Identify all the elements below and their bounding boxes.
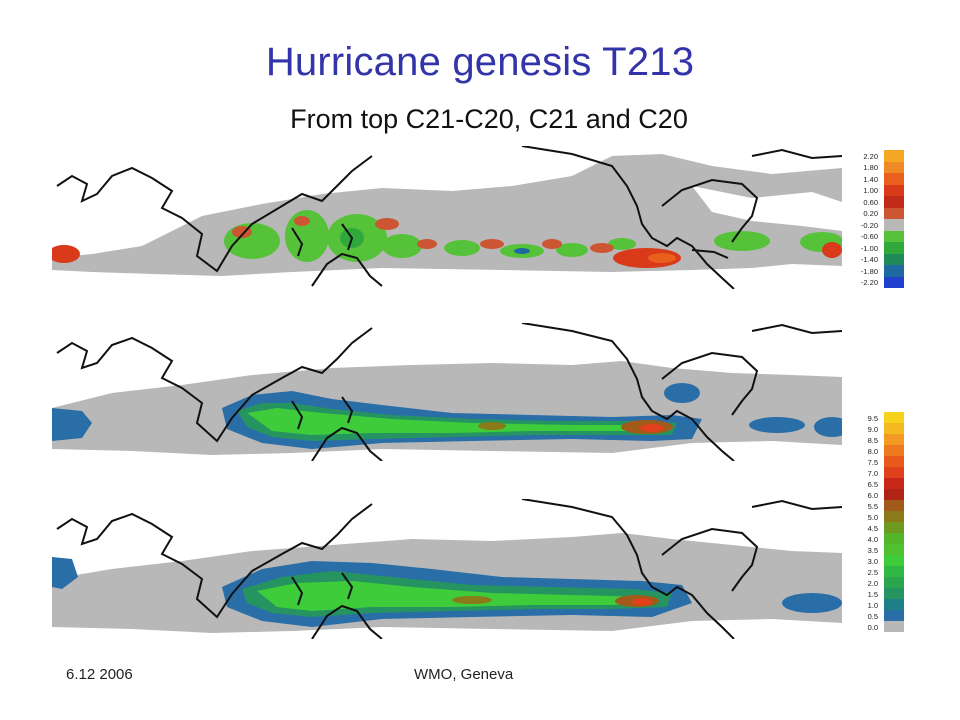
colorbar-label: 1.5 bbox=[867, 589, 878, 599]
colorbar-swatch bbox=[884, 265, 904, 277]
colorbar-label: -0.20 bbox=[860, 220, 878, 230]
colorbar-swatch bbox=[884, 599, 904, 610]
colorbar-swatch bbox=[884, 489, 904, 500]
colorbar-swatch bbox=[884, 533, 904, 544]
colorbar-swatch bbox=[884, 184, 904, 196]
colorbar-label: -1.40 bbox=[860, 255, 878, 265]
c20-frequency-map-figure bbox=[52, 499, 842, 639]
colorbar-label: 0.5 bbox=[867, 611, 878, 621]
colorbar-label: 1.80 bbox=[863, 163, 878, 173]
difference-map-figure bbox=[52, 146, 842, 289]
colorbar-swatch bbox=[884, 511, 904, 522]
colorbar-swatch bbox=[884, 555, 904, 566]
colorbar-label: 9.5 bbox=[867, 413, 878, 423]
colorbar-label: 9.0 bbox=[867, 424, 878, 434]
colorbar-swatch bbox=[884, 276, 904, 288]
colorbar-swatch bbox=[884, 610, 904, 621]
colorbar-swatch bbox=[884, 621, 904, 632]
difference-map-panel bbox=[52, 146, 842, 289]
colorbar-label: 0.20 bbox=[863, 209, 878, 219]
frequency-colorbar: 9.5 9.0 8.5 8.0 7.5 7.0 6.5 6.0 5.5 5.0 4.5 4.0 3.5 3… bbox=[848, 412, 910, 640]
colorbar-label: 5.5 bbox=[867, 501, 878, 511]
colorbar-label: 7.5 bbox=[867, 457, 878, 467]
colorbar-swatch bbox=[884, 219, 904, 231]
colorbar-swatch bbox=[884, 173, 904, 185]
colorbar-swatch bbox=[884, 544, 904, 555]
colorbar-swatch bbox=[884, 242, 904, 254]
colorbar-label: 6.5 bbox=[867, 479, 878, 489]
colorbar-swatch bbox=[884, 434, 904, 445]
slide-title: Hurricane genesis T213 bbox=[265, 40, 695, 84]
colorbar-label: 0.60 bbox=[863, 197, 878, 207]
colorbar-swatch bbox=[884, 230, 904, 242]
colorbar-swatch bbox=[884, 478, 904, 489]
colorbar-swatch bbox=[884, 500, 904, 511]
colorbar-label: 8.0 bbox=[867, 446, 878, 456]
colorbar-label: -2.20 bbox=[860, 278, 878, 288]
colorbar-label: 4.5 bbox=[867, 523, 878, 533]
colorbar-label: 4.0 bbox=[867, 534, 878, 544]
colorbar-label: -1.00 bbox=[860, 243, 878, 253]
c21-frequency-map-panel bbox=[52, 323, 842, 461]
colorbar-label: 0.0 bbox=[867, 622, 878, 632]
colorbar-swatch bbox=[884, 161, 904, 173]
footer-venue: WMO, Geneva bbox=[414, 666, 514, 683]
colorbar-swatch bbox=[884, 423, 904, 434]
colorbar-swatch bbox=[884, 253, 904, 265]
colorbar-label: 5.0 bbox=[867, 512, 878, 522]
colorbar-swatch bbox=[884, 577, 904, 588]
colorbar-swatch bbox=[884, 467, 904, 478]
colorbar-label: 6.0 bbox=[867, 490, 878, 500]
colorbar-label: 3.5 bbox=[867, 545, 878, 555]
colorbar-swatch bbox=[884, 566, 904, 577]
colorbar-label: -0.60 bbox=[860, 232, 878, 242]
colorbar-label: 1.40 bbox=[863, 174, 878, 184]
colorbar-swatch bbox=[884, 412, 904, 423]
c21-frequency-map-figure bbox=[52, 323, 842, 461]
colorbar-label: 3.0 bbox=[867, 556, 878, 566]
colorbar-label: 2.0 bbox=[867, 578, 878, 588]
colorbar-label: 8.5 bbox=[867, 435, 878, 445]
c20-frequency-map-panel bbox=[52, 499, 842, 639]
colorbar-label: 2.5 bbox=[867, 567, 878, 577]
colorbar-swatch bbox=[884, 150, 904, 162]
colorbar-swatch bbox=[884, 588, 904, 599]
colorbar-label: 1.00 bbox=[863, 186, 878, 196]
slide-subtitle: From top C21-C20, C21 and C20 bbox=[290, 104, 688, 134]
colorbar-label: 7.0 bbox=[867, 468, 878, 478]
colorbar-swatch bbox=[884, 196, 904, 208]
difference-colorbar: 2.20 1.80 1.40 1.00 0.60 0.20 -0.20 -0.60 -1.00 -… bbox=[848, 150, 910, 290]
colorbar-swatch bbox=[884, 445, 904, 456]
colorbar-swatch bbox=[884, 522, 904, 533]
footer-date: 6.12 2006 bbox=[66, 666, 133, 683]
colorbar-label: 2.20 bbox=[863, 151, 878, 161]
colorbar-swatch bbox=[884, 456, 904, 467]
colorbar-label: 1.0 bbox=[867, 600, 878, 610]
colorbar-swatch bbox=[884, 207, 904, 219]
colorbar-label: -1.80 bbox=[860, 266, 878, 276]
